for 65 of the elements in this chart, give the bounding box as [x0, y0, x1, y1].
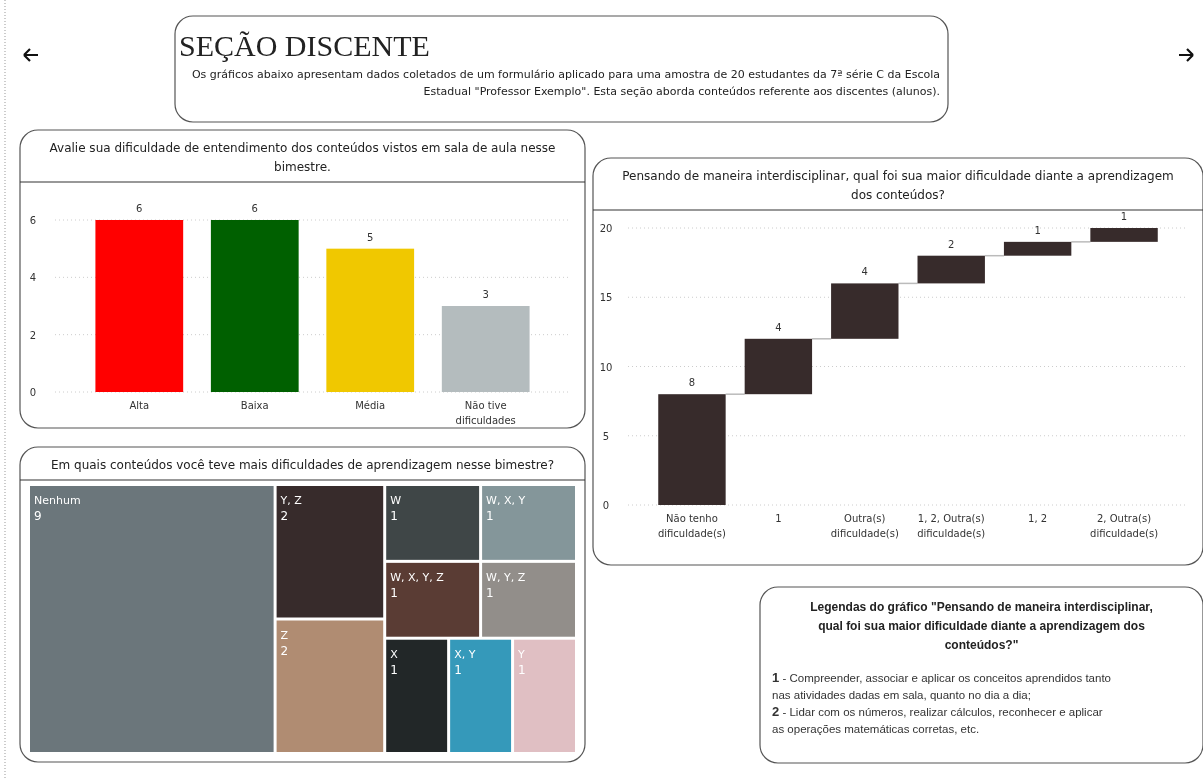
data-label: 1: [486, 585, 494, 600]
x-tick-label: Não tive dificuldades: [455, 400, 516, 426]
x-tick-label: 1: [775, 513, 782, 524]
y-tick-label: 10: [599, 361, 613, 373]
bar: [1090, 228, 1158, 242]
x-tick-label: Alta: [129, 400, 150, 411]
category-label: W, Y, Z: [486, 570, 526, 584]
bar: [326, 248, 415, 392]
category-label: X: [390, 647, 399, 661]
y-tick-label: 15: [599, 292, 613, 304]
category-label: Z: [280, 628, 289, 642]
text: SEÇÃO DISCENTE: [179, 29, 430, 62]
x-tick-label: 2, Outra(s) dificuldade(s): [1090, 513, 1159, 539]
data-label: 1: [454, 662, 462, 677]
y-tick-label: 2: [29, 329, 37, 341]
x-tick-label: Outra(s) dificuldade(s): [830, 513, 899, 539]
bar: [95, 220, 184, 392]
bar: [1003, 241, 1072, 256]
category-label: Y, Z: [279, 494, 303, 507]
bar: [441, 306, 530, 392]
bar: [831, 283, 899, 339]
data-label: 1: [1120, 211, 1128, 222]
x-tick-label: Baixa: [240, 400, 269, 411]
bar: [917, 255, 985, 284]
bar: [744, 338, 813, 395]
category-label: W, X, Y, Z: [390, 570, 445, 584]
text: Em quais conteúdos você teve mais dificuldades de aprendizagem nesse bimestre?: [50, 458, 555, 472]
data-label: 2: [280, 509, 289, 523]
text: Legendas do gráfico "Pensando de maneira interdisciplinar, qual foi sua maior dificuldade diante a aprendizagem dos conteúdos?": [810, 600, 1153, 652]
data-label: 1: [1034, 224, 1041, 236]
y-tick-label: 4: [29, 272, 37, 284]
data-label: 8: [688, 377, 696, 389]
x-tick-label: 1, 2: [1028, 513, 1048, 524]
data-label: 1: [518, 662, 526, 677]
y-tick-label: 0: [29, 387, 37, 398]
text: 2 - Lidar com os números, realizar cálculos, reconhecer e aplicar as operações matemáticas corretas, etc.: [772, 704, 1103, 735]
chart-title: Pensando de maneira interdisciplinar, qual foi sua maior dificuldade diante a aprendizagem dos conteúdos?: [622, 169, 1174, 202]
data-label: 1: [390, 585, 398, 600]
category-label: Y: [517, 647, 526, 661]
data-label: 6: [251, 203, 258, 214]
data-label: 5: [367, 231, 374, 243]
x-tick-label: Não tenho dificuldade(s): [657, 513, 727, 539]
x-tick-label: Média: [355, 400, 386, 411]
data-label: 6: [136, 203, 143, 214]
category-label: X, Y: [454, 647, 476, 661]
data-label: 9: [34, 509, 42, 523]
bar: [658, 394, 726, 505]
y-tick-label: 0: [602, 500, 610, 511]
category-label: W, X, Y: [486, 494, 526, 507]
data-label: 4: [861, 266, 868, 278]
data-label: 2: [948, 238, 955, 250]
data-label: 1: [390, 662, 398, 677]
x-tick-label: 1, 2, Outra(s) dificuldade(s): [917, 513, 986, 539]
data-label: 4: [775, 321, 782, 333]
bar: [210, 220, 299, 392]
y-tick-label: 5: [602, 430, 610, 442]
category-label: W: [390, 494, 402, 507]
data-label: 2: [280, 643, 289, 658]
data-label: 3: [482, 289, 489, 300]
text: 1 - Compreender, associar e aplicar os conceitos aprendidos tanto nas atividades dadas em sala, quanto no dia a dia;: [772, 670, 1111, 701]
text: Os gráficos abaixo apresentam dados coletados de um formulário aplicado para uma amostra de 20 estudantes da 7ª série C da Escola Estadual "Professor Exemplo". Esta seção aborda conteúdos referente aos discentes (alunos).: [191, 68, 940, 98]
chart-title: Avalie sua dificuldade de entendimento dos conteúdos vistos em sala de aula nesse bimestre.: [49, 141, 556, 174]
y-tick-label: 20: [599, 223, 613, 234]
category-label: Nenhum: [34, 494, 81, 507]
y-tick-label: 6: [29, 215, 37, 226]
